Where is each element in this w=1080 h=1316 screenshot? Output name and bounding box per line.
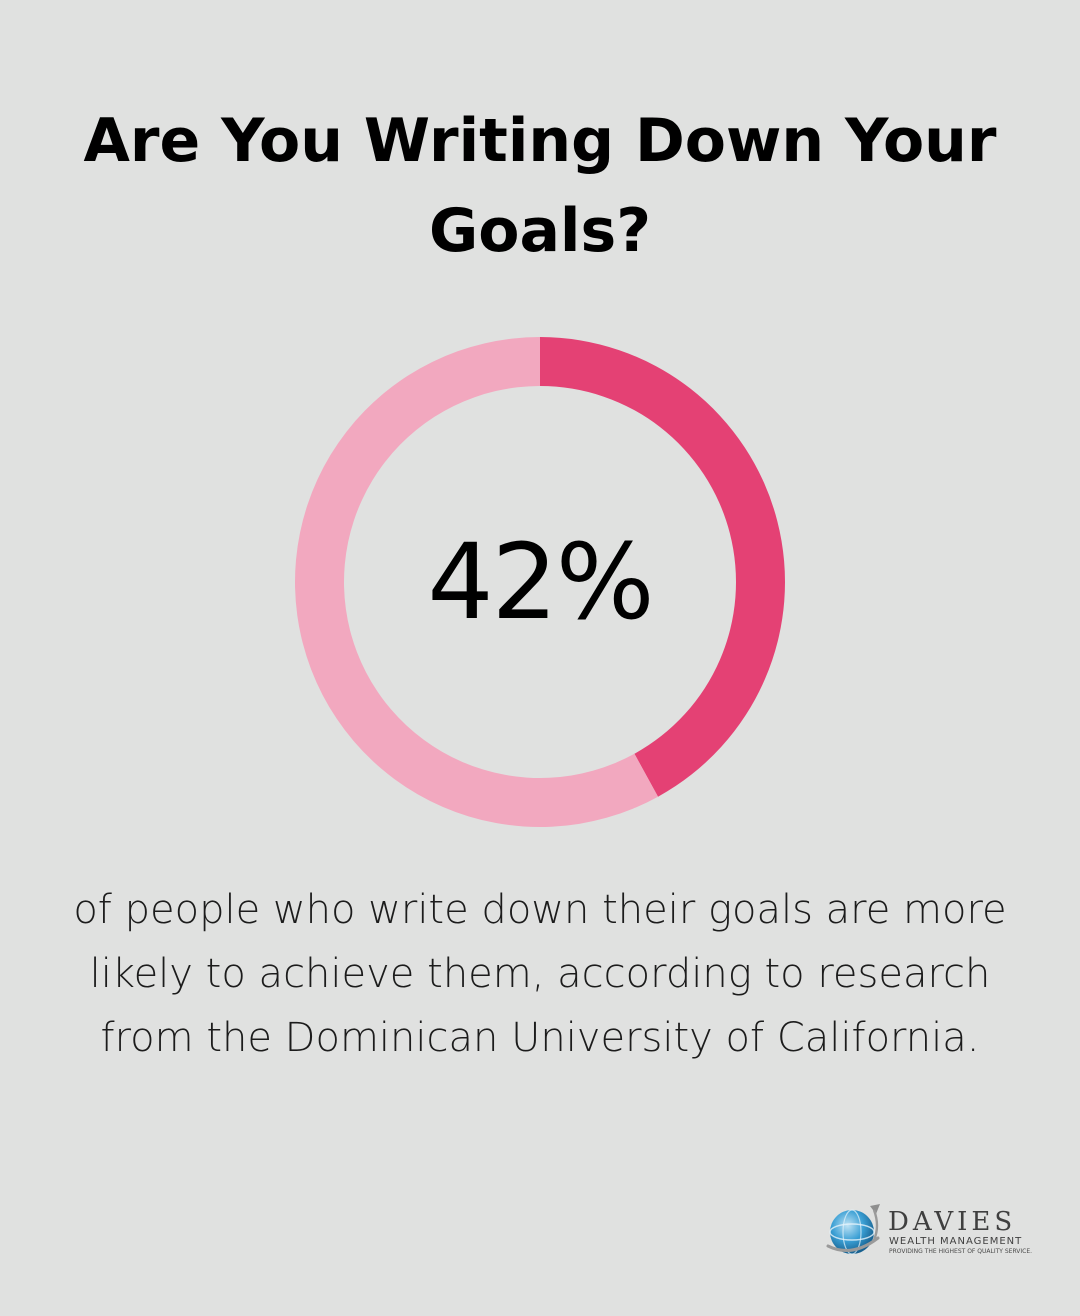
donut-slice-remainder xyxy=(294,337,659,827)
center-value: 42% xyxy=(427,521,654,643)
logo-subtitle: WEALTH MANAGEMENT xyxy=(889,1236,1023,1247)
donut-svg xyxy=(294,337,785,827)
page-title: Are You Writing Down Your Goals? xyxy=(83,106,997,266)
donut-chart: 42% xyxy=(290,332,790,832)
company-logo: DAVIES WEALTH MANAGEMENT PROVIDING THE H… xyxy=(824,1200,1044,1264)
logo-tagline: PROVIDING THE HIGHEST OF QUALITY SERVICE… xyxy=(889,1248,1033,1255)
donut-slice-highlight xyxy=(540,337,785,797)
logo-name: DAVIES xyxy=(888,1207,1017,1237)
stat-caption: of people who write down their goals are… xyxy=(73,887,1007,1061)
globe-icon xyxy=(826,1204,880,1255)
